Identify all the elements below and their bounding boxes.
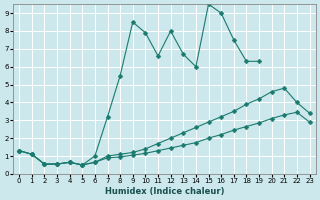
X-axis label: Humidex (Indice chaleur): Humidex (Indice chaleur) [105,187,224,196]
